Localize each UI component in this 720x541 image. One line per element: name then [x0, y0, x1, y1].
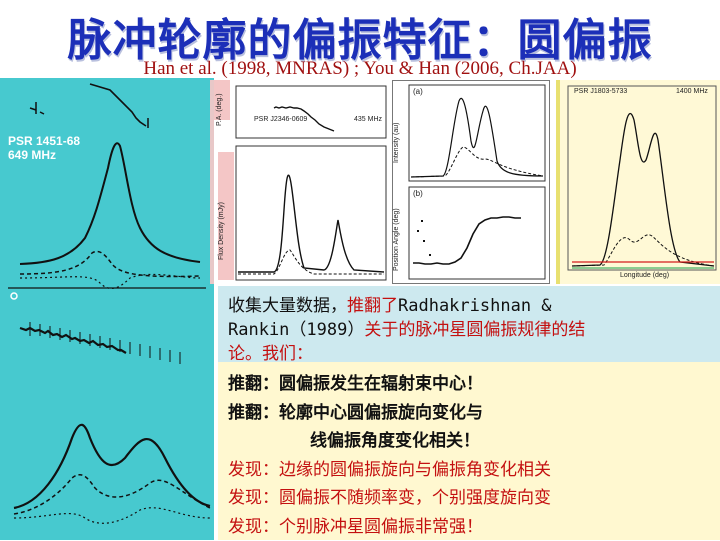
- slide-subtitle: Han et al. (1998, MNRAS) ; You & Han (20…: [0, 58, 720, 80]
- findings-box: 推翻：圆偏振发生在辐射束中心！ 推翻：轮廓中心圆偏振旋向变化与 线偏振角度变化相…: [218, 362, 720, 540]
- summary-line1-a: 收集大量数据，: [228, 296, 347, 316]
- middle-ylabel-top: P.A. (deg.): [216, 93, 223, 126]
- right-center-ylabel-top: Intensity (au): [393, 123, 400, 163]
- left-frequency: 649 MHz: [8, 148, 56, 162]
- summary-line2-red: 关于的脉冲星圆偏振规律的结: [364, 320, 585, 340]
- finding-item-2: 发现：圆偏振不随频率变，个别强度旋向变: [228, 484, 720, 513]
- right-center-plot: [393, 81, 549, 283]
- panel-b-label: (b): [413, 189, 423, 198]
- overturn-item-1: 推翻：圆偏振发生在辐射束中心！: [228, 370, 720, 399]
- summary-line1-b: Radhakrishnan &: [398, 296, 552, 316]
- summary-line3: 论。我们：: [228, 342, 720, 362]
- overturn-item-2: 推翻：轮廓中心圆偏振旋向变化与: [228, 399, 720, 428]
- overturn-item-2-cont: 线偏振角度变化相关！: [228, 427, 720, 456]
- summary-line1-red: 推翻了: [347, 296, 398, 316]
- right-psr-name: PSR J1803-5733: [574, 88, 627, 95]
- right-profile-figure: PSR J1803-5733 1400 MHz Longitude (deg): [556, 80, 720, 284]
- middle-profile-figure: PSR J2346-0609 435 MHz P.A. (deg.) Flux …: [210, 80, 390, 284]
- panel-a-label: (a): [413, 87, 423, 96]
- middle-profile-plot: [214, 80, 390, 284]
- middle-frequency: 435 MHz: [354, 116, 382, 123]
- summary-box: 收集大量数据，推翻了Radhakrishnan & Rankin（1989）关于…: [218, 286, 720, 362]
- middle-ylabel-bottom: Flux Density (mJy): [218, 202, 225, 260]
- left-psr-name: PSR 1451-68: [8, 134, 80, 148]
- right-center-figure: (a) (b) Intensity (au) Position Angle (d…: [392, 80, 550, 284]
- right-center-ylabel-bottom: Position Angle (deg): [393, 208, 400, 271]
- middle-psr-name: PSR J2346-0609: [254, 116, 307, 123]
- summary-line2-a: Rankin（1989）: [228, 320, 364, 340]
- right-xlabel: Longitude (deg): [620, 272, 669, 279]
- finding-item-3: 发现：个别脉冲星圆偏振非常强！: [228, 513, 720, 541]
- right-profile-plot: [560, 80, 720, 284]
- finding-item-1: 发现：边缘的圆偏振旋向与偏振角变化相关: [228, 456, 720, 485]
- right-frequency: 1400 MHz: [676, 88, 708, 95]
- left-profile-figure: PSR 1451-68 649 MHz: [0, 78, 214, 540]
